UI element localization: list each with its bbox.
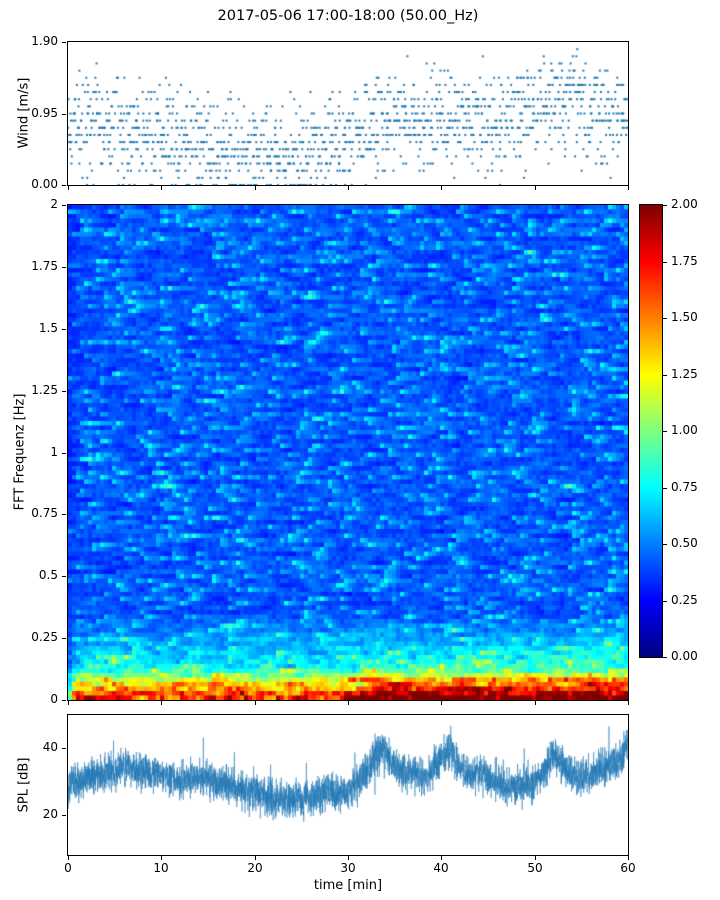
y-tick-label: 0.95 [31,106,58,120]
y-tick-label: 1.75 [31,259,58,273]
colorbar-tick-label: 1.25 [671,367,698,381]
tick-mark [535,701,536,705]
tick-mark [348,701,349,705]
colorbar-tick-label: 1.00 [671,423,698,437]
tick-mark [441,856,442,860]
tick-mark [62,748,66,749]
tick-mark [62,42,66,43]
tick-mark [62,453,66,454]
colorbar-canvas [640,205,662,657]
x-axis-label: time [min] [313,878,383,893]
tick-mark [62,185,66,186]
tick-mark [255,856,256,860]
x-tick-label: 40 [433,861,449,875]
tick-mark [62,329,66,330]
y-tick-label: 2 [50,197,58,211]
tick-mark [62,700,66,701]
y-tick-label: 40 [42,740,58,754]
colorbar-tick-label: 0.75 [671,480,698,494]
x-tick-label: 50 [527,861,543,875]
colorbar [639,204,663,658]
y-tick-label: 0.25 [31,630,58,644]
tick-mark [663,601,667,602]
tick-mark [62,114,66,115]
tick-mark [62,205,66,206]
wind-scatter-canvas [68,42,628,185]
y-tick-label: 0.00 [31,177,58,191]
tick-mark [663,431,667,432]
tick-mark [441,701,442,705]
y-tick-label: 1.25 [31,383,58,397]
spl-axis-label: SPL [dB] [16,757,32,813]
tick-mark [62,514,66,515]
tick-mark [663,544,667,545]
colorbar-tick-label: 0.25 [671,593,698,607]
y-tick-label: 0 [50,692,58,706]
tick-mark [68,856,69,860]
tick-mark [628,856,629,860]
tick-mark [62,576,66,577]
tick-mark [535,856,536,860]
y-tick-label: 1.5 [38,321,58,335]
tick-mark [62,815,66,816]
tick-mark [68,701,69,705]
tick-mark [441,186,442,190]
spectrogram-canvas [68,205,628,700]
y-tick-label: 0.5 [38,568,58,582]
tick-mark [628,186,629,190]
tick-mark [663,262,667,263]
colorbar-tick-label: 0.50 [671,536,698,550]
tick-mark [62,638,66,639]
tick-mark [348,856,349,860]
x-tick-label: 0 [64,861,72,875]
figure-title: 2017-05-06 17:00-18:00 (50.00_Hz) [217,8,479,24]
colorbar-tick-label: 0.00 [671,649,698,663]
tick-mark [68,186,69,190]
x-tick-label: 20 [247,861,263,875]
wind-scatter-plot [67,41,629,186]
tick-mark [663,375,667,376]
tick-mark [255,701,256,705]
tick-mark [62,267,66,268]
x-tick-label: 60 [620,861,636,875]
spectrogram-plot [67,204,629,701]
y-tick-label: 0.75 [31,506,58,520]
colorbar-tick-label: 2.00 [671,197,698,211]
tick-mark [161,701,162,705]
colorbar-tick-label: 1.50 [671,310,698,324]
tick-mark [161,186,162,190]
spl-line-plot [67,714,629,856]
x-tick-label: 30 [340,861,356,875]
y-tick-label: 20 [42,807,58,821]
tick-mark [663,488,667,489]
tick-mark [663,318,667,319]
tick-mark [161,856,162,860]
tick-mark [348,186,349,190]
y-tick-label: 1 [50,445,58,459]
tick-mark [628,701,629,705]
spl-line-canvas [68,715,628,855]
tick-mark [62,391,66,392]
tick-mark [663,657,667,658]
tick-mark [535,186,536,190]
tick-mark [255,186,256,190]
colorbar-tick-label: 1.75 [671,254,698,268]
tick-mark [663,205,667,206]
y-tick-label: 1.90 [31,34,58,48]
x-tick-label: 10 [153,861,169,875]
